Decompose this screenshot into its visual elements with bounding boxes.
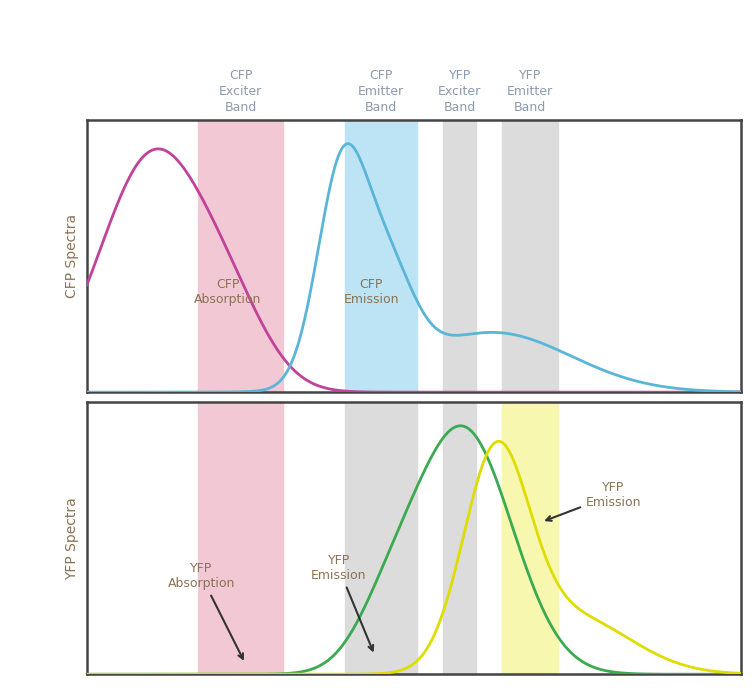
Text: YFP
Absorption: YFP Absorption bbox=[168, 562, 243, 659]
Bar bbox=[198, 120, 283, 392]
Text: CFP
Absorption: CFP Absorption bbox=[194, 278, 262, 306]
Text: YFP
Emission: YFP Emission bbox=[546, 481, 641, 521]
Bar bbox=[345, 402, 417, 674]
Text: CFP
Exciter
Band: CFP Exciter Band bbox=[219, 69, 262, 114]
Y-axis label: YFP Spectra: YFP Spectra bbox=[64, 497, 79, 580]
Bar bbox=[345, 120, 417, 392]
Bar bbox=[502, 402, 558, 674]
Text: YFP
Emitter
Band: YFP Emitter Band bbox=[507, 69, 553, 114]
Y-axis label: CFP Spectra: CFP Spectra bbox=[64, 214, 79, 299]
Bar bbox=[502, 120, 558, 392]
Text: CFP
Emitter
Band: CFP Emitter Band bbox=[358, 69, 404, 114]
Text: YFP
Emission: YFP Emission bbox=[311, 554, 373, 650]
Text: YFP
Exciter
Band: YFP Exciter Band bbox=[438, 69, 482, 114]
Text: CFP
Emission: CFP Emission bbox=[344, 278, 399, 306]
Bar bbox=[443, 402, 476, 674]
Bar bbox=[443, 120, 476, 392]
Bar bbox=[198, 402, 283, 674]
